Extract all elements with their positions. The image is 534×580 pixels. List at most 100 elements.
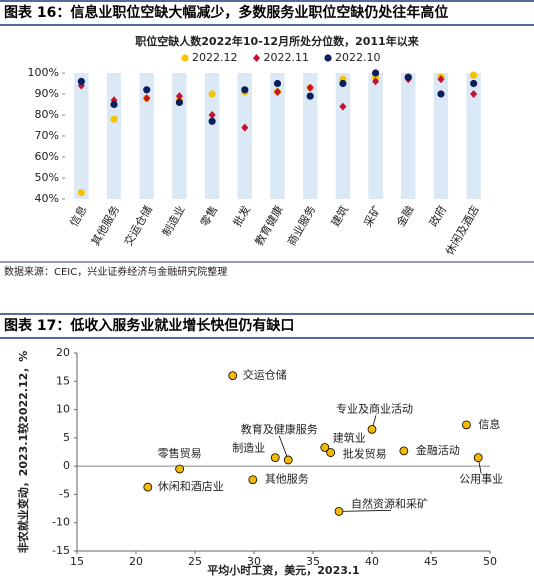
figure-title: 图表 17：低收入服务业就业增长快但仍有缺口 (4, 317, 294, 334)
marker (208, 111, 216, 119)
point (283, 455, 293, 465)
y-tick-label: 20 (56, 346, 70, 359)
legend-label: 2022.11 (264, 51, 310, 64)
point (143, 482, 153, 492)
x-tick-label: 50 (483, 555, 497, 568)
y-tick-label: 10 (56, 403, 70, 416)
marker (437, 90, 445, 98)
marker (470, 71, 478, 79)
y-tick-label: -5 (59, 487, 70, 500)
x-tick-label: 交运仓储 (121, 203, 155, 248)
point-label: 公用事业 (459, 473, 503, 486)
point-label: 零售贸易 (158, 446, 202, 460)
point-label: 其他服务 (265, 473, 309, 486)
column-bg (139, 73, 154, 199)
leader (338, 510, 391, 512)
marker (208, 117, 216, 125)
x-tick-label: 其他服务 (89, 204, 122, 249)
marker (470, 90, 478, 98)
x-tick-label: 采矿 (362, 204, 384, 230)
marker (273, 79, 282, 88)
y-tick-label: -10 (52, 516, 70, 529)
marker (339, 102, 347, 111)
point (334, 506, 344, 516)
x-tick-label: 教育健康 (252, 203, 286, 248)
x-tick-label: 信息 (66, 203, 89, 229)
x-tick-label: 批发 (230, 203, 253, 229)
legend-label: 2022.12 (192, 51, 238, 64)
x-tick-label: 35 (306, 555, 320, 568)
x-tick-label: 制造业 (159, 203, 188, 239)
source: 数据来源：CEIC，兴业证券经济与金融研究院整理 (4, 265, 227, 278)
marker (437, 75, 445, 84)
column-bg (106, 73, 122, 199)
marker (372, 77, 380, 86)
point-label: 专业及商业活动 (336, 401, 413, 415)
marker (404, 73, 412, 81)
point-label: 信息 (478, 417, 500, 431)
point-label: 制造业 (232, 441, 265, 455)
x-tick-label: 商业服务 (284, 203, 318, 248)
y-tick-label: 100% (28, 66, 59, 79)
point (399, 446, 409, 456)
point (270, 453, 280, 463)
y-tick-label: 15 (56, 374, 70, 387)
x-tick-label: 零售 (197, 203, 220, 229)
y-tick-label: 5 (63, 431, 70, 444)
column-bg (237, 73, 252, 199)
point (320, 443, 330, 452)
column-bg (401, 73, 416, 199)
marker (306, 92, 314, 100)
x-tick-label: 40 (365, 555, 379, 568)
marker (77, 77, 85, 85)
point-label: 建筑业 (333, 430, 366, 444)
marker (110, 100, 118, 109)
marker (143, 86, 151, 94)
point (248, 475, 258, 485)
point-label: 自然资源和采矿 (351, 496, 428, 510)
point (367, 424, 377, 434)
marker (241, 123, 249, 132)
marker (339, 79, 347, 88)
x-tick-label: 政府 (426, 203, 449, 229)
marker (110, 115, 118, 123)
y-tick-label: -15 (52, 544, 70, 557)
column-bg (204, 73, 220, 199)
column-bg (303, 73, 318, 199)
point (228, 371, 238, 381)
marker (77, 189, 85, 197)
y-tick-label: 40% (35, 192, 59, 205)
marker (175, 92, 183, 101)
y-tick-label: 80% (35, 108, 59, 121)
x-axis-label: 平均小时工资，美元，2023.1 (207, 563, 359, 577)
y-tick-label: 90% (35, 87, 59, 100)
y-axis-label: 非农就业变动，2023.1较2022.12，% (16, 351, 30, 554)
point (473, 453, 483, 463)
marker (181, 54, 189, 62)
marker (253, 54, 260, 62)
point (175, 464, 185, 474)
marker (274, 87, 281, 96)
point-label: 休闲和酒店业 (158, 479, 224, 493)
x-tick-label: 45 (424, 555, 438, 568)
column-bg (466, 73, 481, 199)
column-bg (368, 73, 383, 199)
marker (470, 79, 478, 88)
column-bg (335, 73, 351, 199)
column-bg (270, 73, 285, 199)
y-tick-label: 70% (35, 129, 59, 142)
point-label: 批发贸易 (343, 447, 387, 461)
marker (175, 98, 184, 106)
point (461, 420, 471, 430)
legend-label: 2022.10 (335, 51, 381, 64)
column-bg (74, 73, 89, 199)
marker (143, 94, 151, 103)
point-label: 金融活动 (416, 443, 460, 457)
y-tick-label: 50% (35, 171, 59, 184)
figure-title: 图表 16：信息业职位空缺大幅减少，多数服务业职位空缺仍处往年高位 (4, 4, 448, 21)
column-bg (172, 73, 187, 199)
y-tick-label: 0 (63, 459, 70, 472)
x-tick-label: 20 (129, 555, 143, 568)
marker (371, 69, 380, 77)
